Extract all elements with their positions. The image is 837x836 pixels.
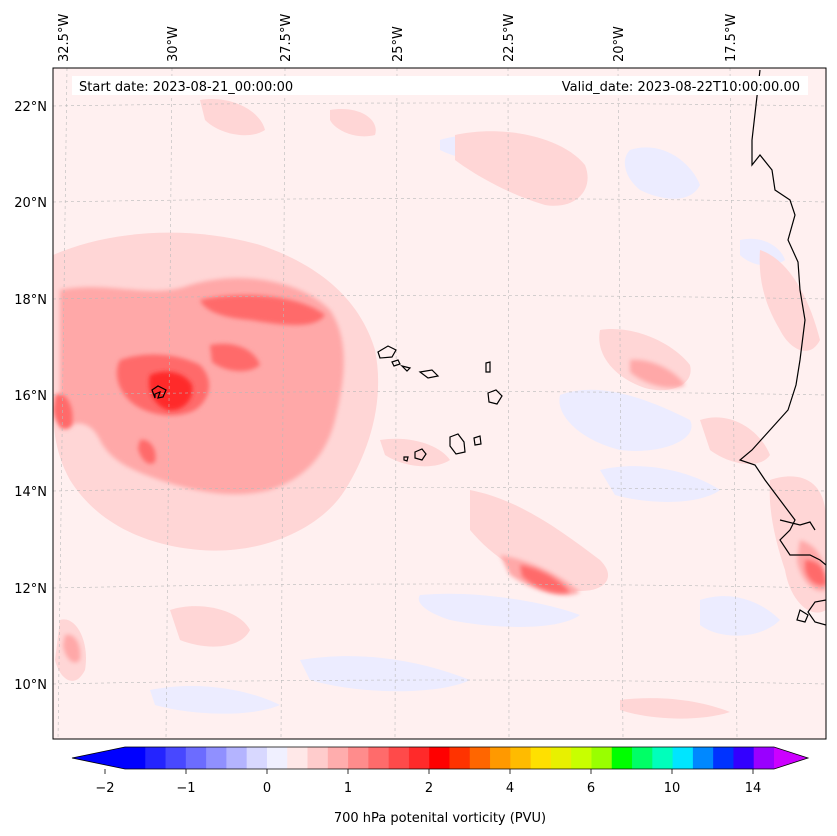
lon-label-22-5w: 22.5°W	[502, 14, 517, 62]
colorbar-bin	[510, 747, 532, 769]
colorbar-bin	[185, 747, 207, 769]
colorbar-bin	[327, 747, 349, 769]
cbar-tick-label: 6	[587, 781, 595, 796]
graticule	[53, 68, 826, 739]
colorbar-tick-labels: −2 −1 0 1 2 4 6 10 14	[95, 781, 761, 796]
colorbar-bin	[632, 747, 653, 769]
lat-label-20n: 20°N	[14, 196, 47, 211]
colorbar-bin	[388, 747, 410, 769]
colorbar-bin	[226, 747, 248, 769]
colorbar-bin	[713, 747, 734, 769]
cbar-tick-label: 10	[664, 781, 681, 796]
colorbar-bin	[611, 747, 633, 769]
colorbar-bin	[692, 747, 714, 769]
colorbar-bin	[206, 747, 227, 769]
lon-label-25w: 25°W	[391, 26, 406, 62]
colorbar-bins	[125, 747, 775, 769]
cbar-tick-label: −2	[95, 781, 114, 796]
colorbar-bin	[368, 747, 390, 769]
colorbar-bin	[246, 747, 268, 769]
colorbar-bin	[672, 747, 694, 769]
colorbar-bin	[449, 747, 471, 769]
colorbar-bin	[429, 747, 450, 769]
colorbar-over-arrow	[774, 747, 808, 769]
map-frame	[52, 67, 827, 740]
lat-label-16n: 16°N	[14, 389, 47, 404]
cbar-tick-label: 2	[425, 781, 433, 796]
colorbar-bin	[733, 747, 755, 769]
info-banner	[72, 76, 808, 95]
lat-label-18n: 18°N	[14, 293, 47, 308]
lat-label-10n: 10°N	[14, 678, 47, 693]
lon-label-32-5w: 32.5°W	[57, 14, 72, 62]
colorbar-bin	[571, 747, 592, 769]
colorbar-bin	[408, 747, 430, 769]
lat-label-12n: 12°N	[14, 582, 47, 597]
colorbar: −2 −1 0 1 2 4 6 10 14 700 hPa potenital …	[71, 746, 810, 826]
map-panel	[53, 68, 826, 739]
colorbar-bin	[591, 747, 613, 769]
colorbar-outline	[71, 746, 810, 770]
latitude-labels: 22°N 20°N 18°N 16°N 14°N 12°N 10°N	[14, 100, 47, 693]
colorbar-bin	[652, 747, 674, 769]
lat-label-14n: 14°N	[14, 485, 47, 500]
colorbar-under-arrow	[72, 747, 125, 769]
coastlines	[738, 69, 826, 626]
cbar-tick-label: 1	[344, 781, 352, 796]
colorbar-bin	[753, 747, 775, 769]
cbar-tick-label: −1	[176, 781, 195, 796]
lon-label-30w: 30°W	[166, 26, 181, 62]
cbar-tick-label: 14	[745, 781, 762, 796]
lon-label-20w: 20°W	[612, 26, 627, 62]
lon-label-17-5w: 17.5°W	[724, 14, 739, 62]
start-date-label: Start date: 2023-08-21_00:00:00	[79, 80, 293, 95]
colorbar-bin	[287, 747, 309, 769]
colorbar-bin	[550, 747, 572, 769]
positive-pv-field-core	[149, 371, 193, 411]
colorbar-bin	[530, 747, 552, 769]
valid-date-label: Valid_date: 2023-08-22T10:00:00.00	[562, 80, 800, 95]
colorbar-title: 700 hPa potenital vorticity (PVU)	[334, 811, 546, 826]
colorbar-bin	[348, 747, 369, 769]
cbar-tick-label: 0	[263, 781, 271, 796]
islands	[151, 345, 503, 462]
colorbar-bin	[469, 747, 491, 769]
colorbar-bin	[490, 747, 511, 769]
lat-label-22n: 22°N	[14, 100, 47, 115]
colorbar-bin	[266, 747, 288, 769]
colorbar-bin	[125, 747, 146, 769]
cbar-tick-label: 4	[506, 781, 514, 796]
colorbar-ticks	[104, 769, 754, 774]
colorbar-bin	[165, 747, 187, 769]
colorbar-bin	[307, 747, 329, 769]
colorbar-bin	[145, 747, 167, 769]
longitude-labels: 32.5°W 30°W 27.5°W 25°W 22.5°W 20°W 17.5…	[57, 14, 739, 62]
lon-label-27-5w: 27.5°W	[279, 14, 294, 62]
